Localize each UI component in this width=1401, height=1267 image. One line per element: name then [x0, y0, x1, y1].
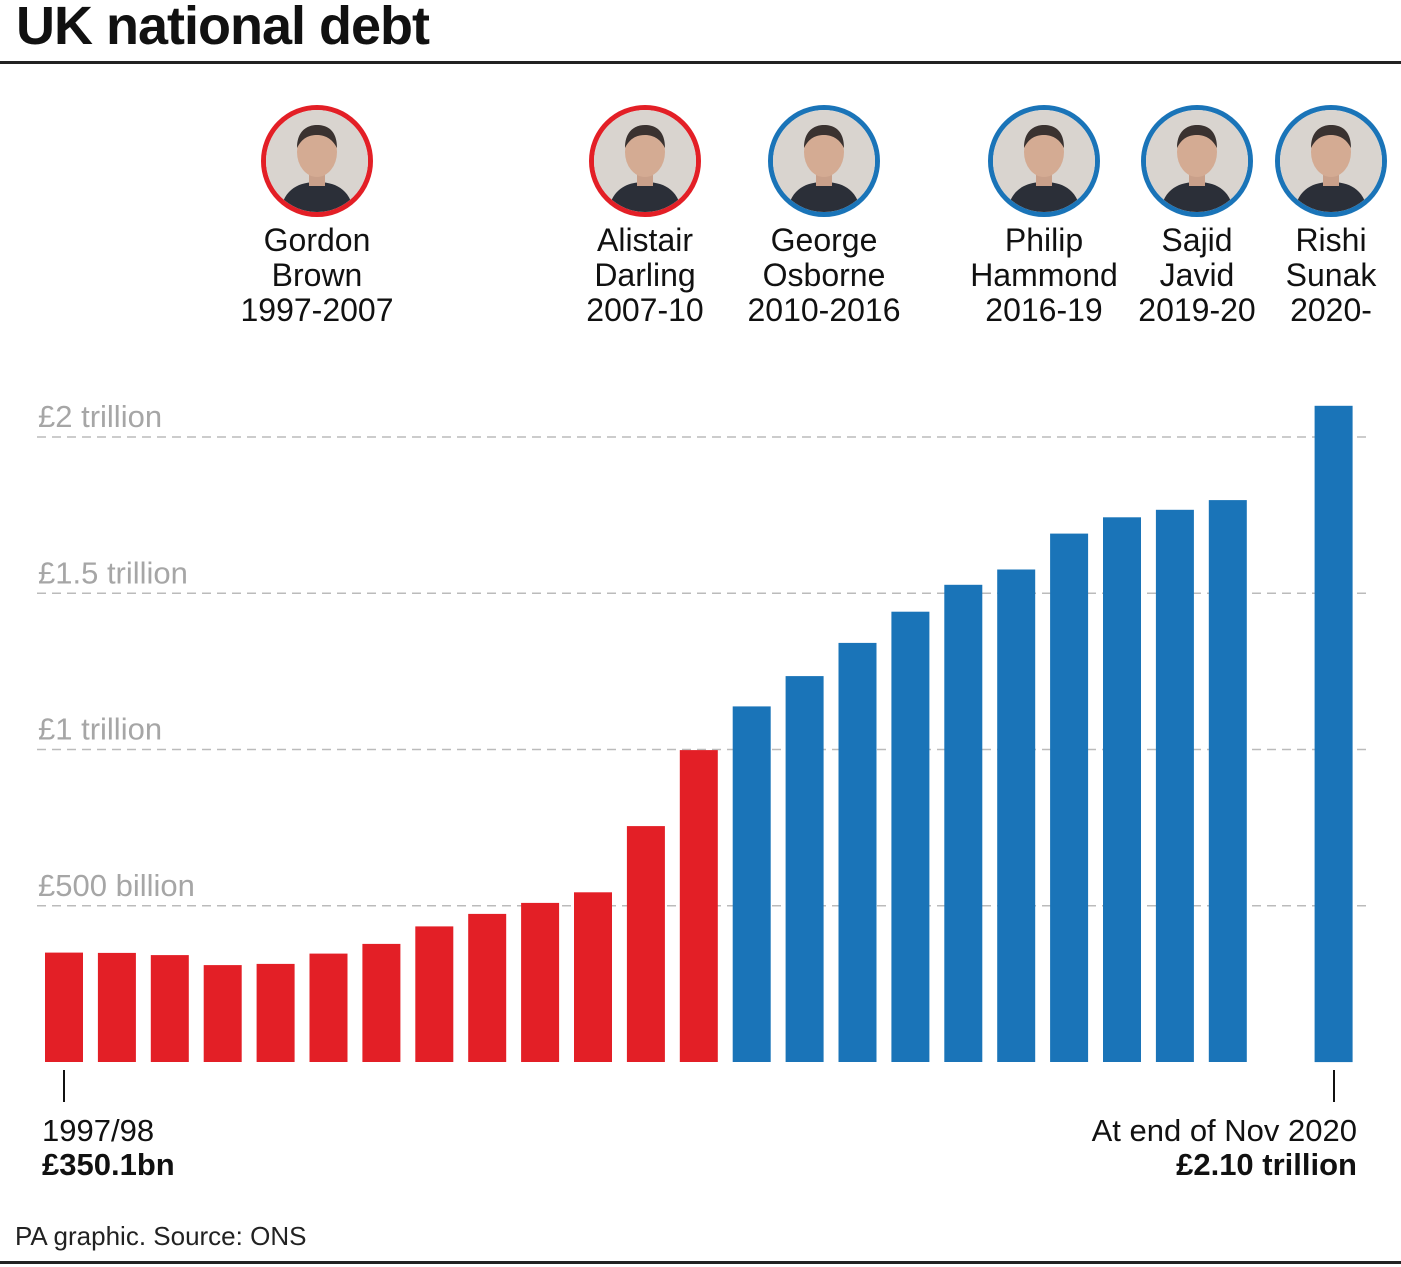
debt-bar — [362, 943, 401, 1062]
chancellor-years: 2016-19 — [985, 292, 1103, 328]
portrait-icon — [768, 105, 880, 217]
debt-bar — [309, 953, 348, 1062]
chancellor-alistair-darling: Alistair Darling 2007-10 — [545, 105, 745, 328]
debt-bar — [45, 952, 83, 1062]
start-label: 1997/98 — [42, 1113, 154, 1148]
debt-bar — [891, 611, 930, 1062]
chancellor-years: 2019-20 — [1138, 292, 1256, 328]
debt-bar — [150, 955, 189, 1062]
person-silhouette-icon — [1146, 110, 1248, 212]
y-tick-label: £1 trillion — [38, 712, 162, 747]
debt-bar — [1103, 517, 1141, 1062]
debt-bar — [468, 913, 507, 1062]
chancellor-years: 1997-2007 — [240, 292, 394, 328]
debt-bar — [997, 569, 1036, 1062]
chancellor-years: 2010-2016 — [747, 292, 901, 328]
debt-bar — [1314, 405, 1353, 1063]
debt-bar — [415, 926, 454, 1062]
debt-bar — [1050, 533, 1089, 1062]
person-silhouette-icon — [773, 110, 875, 212]
chancellor-last-name: Sunak — [1285, 257, 1377, 293]
portrait-icon — [589, 105, 701, 217]
debt-bar — [574, 892, 612, 1062]
debt-bar — [838, 642, 877, 1062]
portrait-icon — [1141, 105, 1253, 217]
y-tick-label: £1.5 trillion — [38, 555, 188, 590]
chancellor-first-name: Alistair — [596, 222, 693, 258]
chancellor-last-name: Darling — [594, 257, 696, 293]
source-note: PA graphic. Source: ONS — [15, 1221, 307, 1251]
chancellor-first-name: Philip — [1004, 222, 1084, 258]
person-silhouette-icon — [1280, 110, 1382, 212]
start-value: £350.1bn — [42, 1147, 175, 1182]
portrait-icon — [1275, 105, 1387, 217]
debt-bar — [626, 826, 665, 1062]
debt-bar — [521, 902, 560, 1062]
debt-bar — [732, 706, 771, 1062]
chancellor-rishi-sunak: Rishi Sunak 2020- — [1231, 105, 1401, 328]
end-value: £2.10 trillion — [1176, 1147, 1357, 1182]
y-tick-label: £2 trillion — [38, 399, 162, 434]
chart-title: UK national debt — [16, 0, 430, 56]
person-silhouette-icon — [594, 110, 696, 212]
debt-bar — [97, 952, 136, 1062]
portrait-icon — [261, 105, 373, 217]
debt-bar — [203, 965, 242, 1062]
end-label: At end of Nov 2020 — [1092, 1113, 1357, 1148]
chancellor-sajid-javid: Sajid Javid 2019-20 — [1097, 105, 1297, 328]
chancellor-last-name: Osborne — [762, 257, 886, 293]
chancellor-last-name: Hammond — [970, 257, 1118, 293]
bottom-divider — [0, 1261, 1401, 1264]
title-divider — [0, 61, 1401, 64]
debt-bar — [944, 584, 983, 1062]
chancellor-years: 2007-10 — [586, 292, 704, 328]
chancellor-first-name: Sajid — [1161, 222, 1233, 258]
debt-bar — [785, 676, 824, 1062]
chancellor-first-name: George — [770, 222, 878, 258]
tick-labels: £500 billion £1 trillion £1.5 trillion £2 t… — [38, 399, 195, 903]
person-silhouette-icon — [993, 110, 1095, 212]
bars — [45, 405, 1353, 1063]
chancellor-years: 2020- — [1290, 292, 1372, 328]
chancellor-gordon-brown: Gordon Brown 1997-2007 — [217, 105, 417, 328]
portrait-icon — [988, 105, 1100, 217]
chancellor-last-name: Brown — [271, 257, 363, 293]
chancellor-philip-hammond: Philip Hammond 2016-19 — [944, 105, 1144, 328]
chancellor-george-osborne: George Osborne 2010-2016 — [724, 105, 924, 328]
debt-bar — [1208, 500, 1247, 1063]
chancellor-first-name: Rishi — [1295, 222, 1367, 258]
debt-bar — [256, 963, 295, 1062]
chancellor-first-name: Gordon — [263, 222, 371, 258]
debt-bar — [679, 750, 718, 1062]
chancellor-last-name: Javid — [1159, 257, 1235, 293]
person-silhouette-icon — [266, 110, 368, 212]
debt-bar — [1155, 509, 1194, 1062]
y-tick-label: £500 billion — [38, 868, 195, 903]
